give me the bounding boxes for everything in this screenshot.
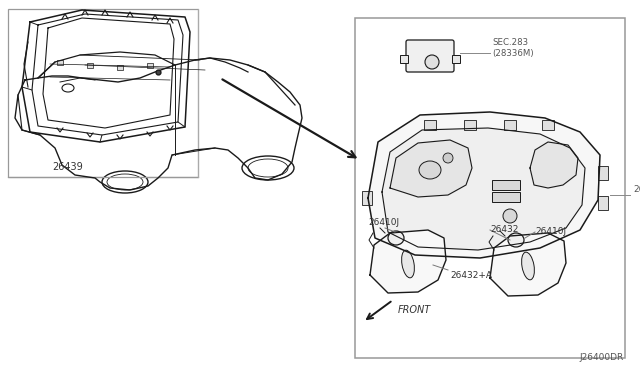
Ellipse shape: [425, 55, 439, 69]
Polygon shape: [390, 140, 472, 197]
Bar: [355, 18, 625, 358]
Polygon shape: [530, 142, 578, 188]
Bar: [452, 55, 460, 63]
Ellipse shape: [503, 209, 517, 223]
Ellipse shape: [508, 233, 524, 247]
Text: 26430: 26430: [633, 186, 640, 195]
Ellipse shape: [443, 153, 453, 163]
Bar: [8, 9, 198, 177]
Ellipse shape: [388, 231, 404, 245]
Ellipse shape: [248, 159, 288, 177]
Bar: [117, 65, 123, 70]
Text: SEC.283
(28336M): SEC.283 (28336M): [492, 38, 534, 58]
Text: 26432+A: 26432+A: [450, 271, 492, 280]
Bar: [424, 120, 436, 130]
Bar: [492, 192, 520, 202]
Polygon shape: [370, 230, 446, 293]
Text: 26439: 26439: [52, 162, 83, 172]
Bar: [57, 60, 63, 65]
Text: J26400DR: J26400DR: [580, 353, 624, 362]
Text: 26432: 26432: [490, 225, 518, 234]
Bar: [492, 180, 520, 190]
Bar: [87, 63, 93, 68]
Bar: [147, 63, 153, 68]
Ellipse shape: [62, 84, 74, 92]
Ellipse shape: [419, 161, 441, 179]
Bar: [504, 120, 516, 130]
Bar: [400, 55, 408, 63]
Bar: [542, 120, 554, 130]
Text: 26410J: 26410J: [368, 218, 399, 227]
Text: FRONT: FRONT: [398, 305, 431, 315]
Polygon shape: [368, 112, 600, 258]
Bar: [362, 191, 372, 205]
Bar: [598, 166, 608, 180]
FancyBboxPatch shape: [406, 40, 454, 72]
Ellipse shape: [107, 174, 143, 190]
Ellipse shape: [102, 171, 148, 193]
Ellipse shape: [242, 156, 294, 180]
Bar: [464, 120, 476, 130]
Polygon shape: [382, 128, 585, 250]
Bar: [598, 196, 608, 210]
Ellipse shape: [522, 252, 534, 280]
Text: 26410J: 26410J: [535, 227, 566, 236]
Polygon shape: [490, 233, 566, 296]
Ellipse shape: [402, 250, 414, 278]
